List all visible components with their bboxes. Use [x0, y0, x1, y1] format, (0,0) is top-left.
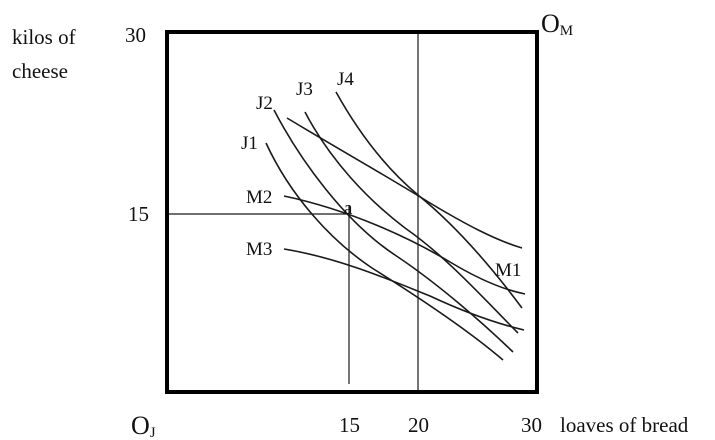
y-axis-label-line1: kilos of	[12, 25, 76, 49]
point-a-label: a	[344, 198, 353, 219]
mary-curve-m2	[283, 195, 526, 295]
origin-mary-sub: M	[560, 23, 573, 39]
x-tick-15: 15	[339, 413, 360, 437]
y-tick-30: 30	[125, 23, 146, 47]
origin-jones: OJ	[131, 411, 156, 440]
label-j3: J3	[296, 79, 313, 100]
origin-mary: OM	[541, 9, 573, 39]
x-axis-label: loaves of bread	[560, 413, 689, 437]
y-axis-label-line2: cheese	[12, 59, 68, 83]
origin-jones-main: O	[131, 411, 150, 440]
x-tick-20: 20	[408, 413, 429, 437]
jones-curve-j2	[273, 109, 514, 353]
origin-mary-main: O	[541, 9, 560, 38]
y-tick-15: 15	[128, 202, 149, 226]
label-j4: J4	[337, 69, 354, 90]
mary-curve-m3	[283, 248, 525, 331]
box-frame	[165, 30, 539, 394]
jones-curve-j3	[304, 111, 519, 334]
origin-jones-sub: J	[150, 425, 156, 440]
label-j1: J1	[241, 133, 258, 154]
label-m2: M2	[246, 187, 272, 208]
label-m3: M3	[246, 239, 272, 260]
label-j2: J2	[256, 93, 273, 114]
mary-curve-m1	[286, 117, 523, 249]
label-m1: M1	[495, 260, 521, 281]
jones-curve-j1	[265, 142, 504, 361]
x-tick-30: 30	[521, 413, 542, 437]
